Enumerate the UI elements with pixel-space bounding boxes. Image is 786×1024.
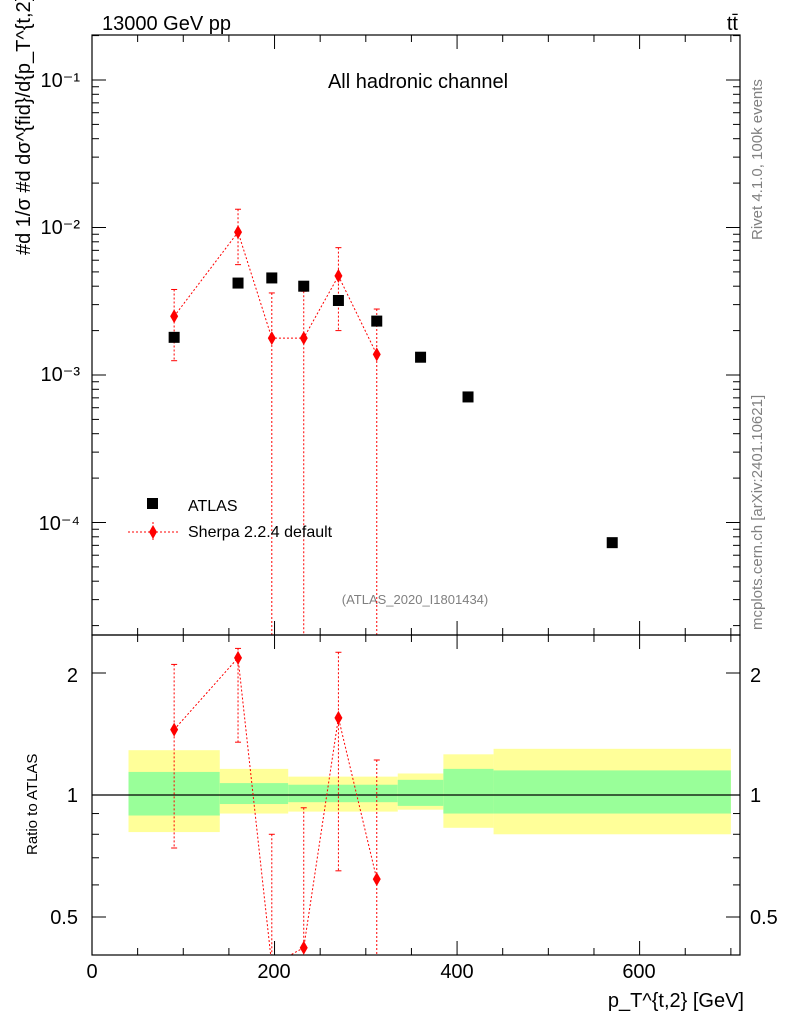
channel-label: All hadronic channel [328, 71, 508, 93]
energy-label: 13000 GeV pp [102, 13, 231, 35]
rivet-label: Rivet 4.1.0, 100k events [749, 79, 766, 240]
atlas-point-7 [462, 391, 474, 403]
atlas-point-8 [606, 537, 618, 549]
axis-ticks [91, 35, 740, 955]
x-tick-label-600: 600 [622, 961, 655, 983]
y-tick-label-ratio-2-right: 2 [750, 665, 761, 687]
y-tick-label-ratio-1-right: 1 [750, 785, 761, 807]
atlas-point-1 [232, 277, 244, 289]
sherpa-line [173, 231, 378, 355]
y-tick-label-ratio-05-right: 0.5 [750, 907, 778, 929]
sherpa-point-2 [267, 331, 276, 346]
ratio-plot-marks [170, 647, 381, 955]
atlas-point-4 [332, 294, 344, 306]
ratio-point-5 [372, 872, 381, 887]
ratio-point-4 [334, 710, 343, 725]
ratio-point-1 [234, 650, 243, 665]
sherpa-point-4 [334, 268, 343, 283]
main-plot-marks [168, 208, 618, 635]
sherpa-point-0 [170, 309, 179, 324]
band-inner-3 [397, 779, 444, 806]
y-tick-label-main-1: 10⁻¹ [41, 70, 81, 92]
mcplots-label: mcplots.cern.ch [arXiv:2401.10621] [749, 395, 766, 630]
sherpa-point-3 [299, 331, 308, 346]
legend-sherpa-label: Sherpa 2.2.4 default [188, 524, 333, 541]
atlas-point-0 [168, 331, 180, 343]
ratio-point-3 [299, 940, 308, 955]
x-tick-label-200: 200 [257, 961, 290, 983]
sherpa-point-1 [234, 225, 243, 240]
x-tick-label-0: 0 [86, 961, 97, 983]
band-inner-2 [288, 784, 398, 803]
legend-atlas-label: ATLAS [188, 498, 238, 515]
band-inner-5 [493, 770, 731, 814]
y-axis-title-ratio: Ratio to ATLAS [24, 754, 41, 855]
ratio-point-0 [170, 722, 179, 737]
main-frame [91, 34, 741, 636]
band-inner-4 [443, 768, 494, 814]
y-tick-label-ratio-1-left: 1 [67, 785, 78, 807]
legend-sherpa-marker [149, 525, 157, 539]
analysis-id: (ATLAS_2020_I1801434) [342, 592, 488, 607]
ratio-uncertainty-bands [128, 748, 731, 835]
y-axis-title-main-text: #d 1/σ #d dσ^{fid}/d{p_T^{t,2}} [1/GeV] [13, 0, 35, 255]
y-tick-label-main-3: 10⁻³ [41, 364, 81, 386]
sherpa-point-5 [372, 347, 381, 362]
y-tick-label-ratio-05-left: 0.5 [50, 907, 78, 929]
x-tick-label-400: 400 [440, 961, 473, 983]
atlas-point-3 [298, 280, 310, 292]
y-tick-label-main-2: 10⁻² [41, 217, 81, 239]
legend: ATLAS Sherpa 2.2.4 default [128, 498, 333, 542]
atlas-point-2 [266, 272, 278, 284]
y-tick-label-ratio-2-left: 2 [67, 665, 78, 687]
ratio-line [173, 656, 378, 955]
legend-atlas-marker [147, 498, 158, 509]
y-tick-label-main-4: 10⁻⁴ [39, 513, 80, 535]
band-inner-1 [219, 783, 289, 805]
atlas-point-6 [415, 351, 427, 363]
process-label: tt̄ [727, 13, 739, 35]
atlas-point-5 [371, 315, 383, 327]
x-axis-title: p_T^{t,2} [GeV] [608, 990, 744, 1012]
y-axis-title-main: #d 1/σ #d dσ^{fid}/d{p_T^{t,2}} [1/GeV] [13, 0, 35, 255]
